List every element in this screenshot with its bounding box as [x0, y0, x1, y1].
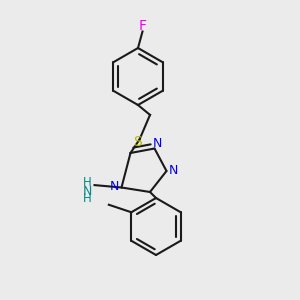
Text: N: N — [82, 184, 92, 198]
Text: H: H — [82, 176, 91, 190]
Text: N: N — [168, 164, 178, 178]
Text: N: N — [153, 136, 162, 150]
Text: N: N — [110, 179, 120, 193]
Text: S: S — [134, 136, 142, 149]
Text: H: H — [82, 191, 91, 205]
Text: F: F — [139, 19, 147, 33]
